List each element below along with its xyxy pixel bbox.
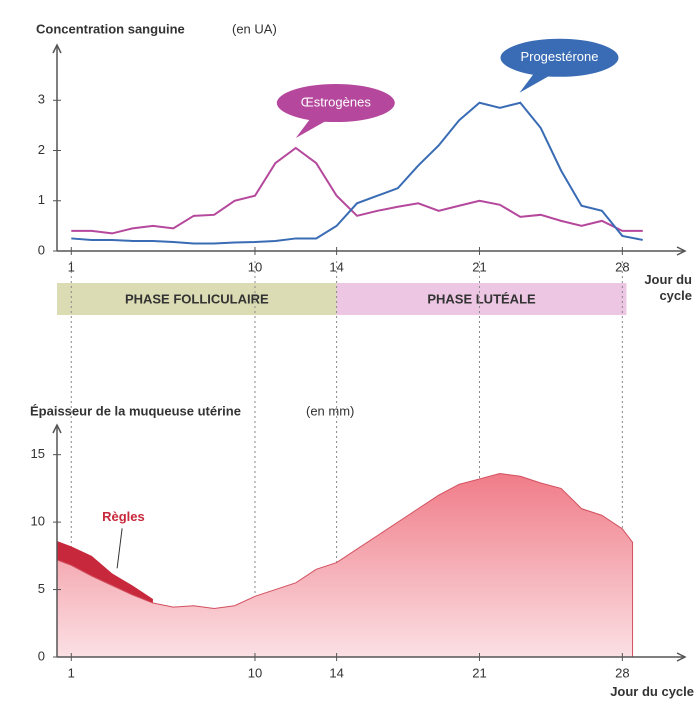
series-area (56, 473, 634, 658)
legend-label: Œstrogènes (301, 94, 372, 109)
y-tick-label: 10 (31, 514, 45, 529)
y-tick-label: 3 (38, 92, 45, 107)
phase-label: PHASE FOLLICULAIRE (125, 291, 269, 306)
legend-pointer (295, 118, 326, 138)
x-tick-label: 14 (329, 259, 343, 274)
label-pointer (116, 528, 123, 569)
y-tick-label: 0 (38, 242, 45, 257)
legend-label: Progestérone (520, 49, 598, 64)
x-tick-label: 1 (68, 259, 75, 274)
x-arrow (676, 652, 687, 662)
series-line (71, 101, 643, 245)
y-tick-label: 1 (38, 192, 45, 207)
legend-pointer (519, 72, 550, 93)
x-axis-label: Jour du cycle (644, 272, 692, 303)
legend-bubble (498, 36, 621, 79)
chart-title: Épaisseur de la muqueuse utérine (30, 403, 241, 418)
x-tick-label: 1 (68, 665, 75, 680)
x-arrow (676, 246, 687, 256)
x-tick-label: 28 (615, 665, 629, 680)
y-tick-label: 5 (38, 581, 45, 596)
y-arrow (52, 423, 62, 434)
chart-unit: (en mm) (306, 403, 354, 418)
x-tick-label: 10 (248, 665, 262, 680)
y-tick-label: 15 (31, 446, 45, 461)
x-tick-label: 21 (472, 665, 486, 680)
x-tick-label: 14 (329, 665, 343, 680)
series-label: Règles (102, 509, 145, 524)
x-tick-label: 28 (615, 259, 629, 274)
chart-unit: (en UA) (232, 21, 277, 36)
chart-title: Concentration sanguine (36, 21, 185, 36)
phase-band (57, 283, 337, 315)
x-tick-label: 21 (472, 259, 486, 274)
x-tick-label: 10 (248, 259, 262, 274)
y-tick-label: 2 (38, 142, 45, 157)
x-axis-label: Jour du cycle (610, 684, 694, 699)
phase-label: PHASE LUTÉALE (427, 291, 536, 306)
legend-bubble (274, 82, 397, 124)
series-line (71, 146, 643, 235)
y-arrow (52, 43, 62, 54)
phase-band (336, 283, 627, 315)
y-tick-label: 0 (38, 648, 45, 663)
